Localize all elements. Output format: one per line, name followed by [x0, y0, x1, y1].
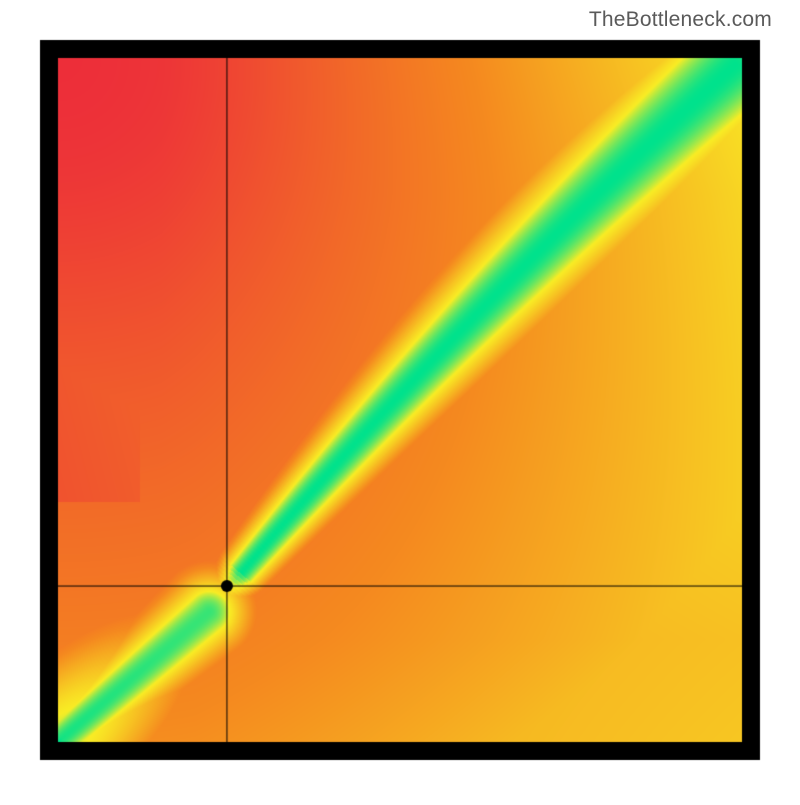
chart-container: { "watermark": { "text": "TheBottleneck.… — [0, 0, 800, 800]
watermark-text: TheBottleneck.com — [589, 8, 772, 32]
heatmap-canvas — [0, 0, 800, 800]
